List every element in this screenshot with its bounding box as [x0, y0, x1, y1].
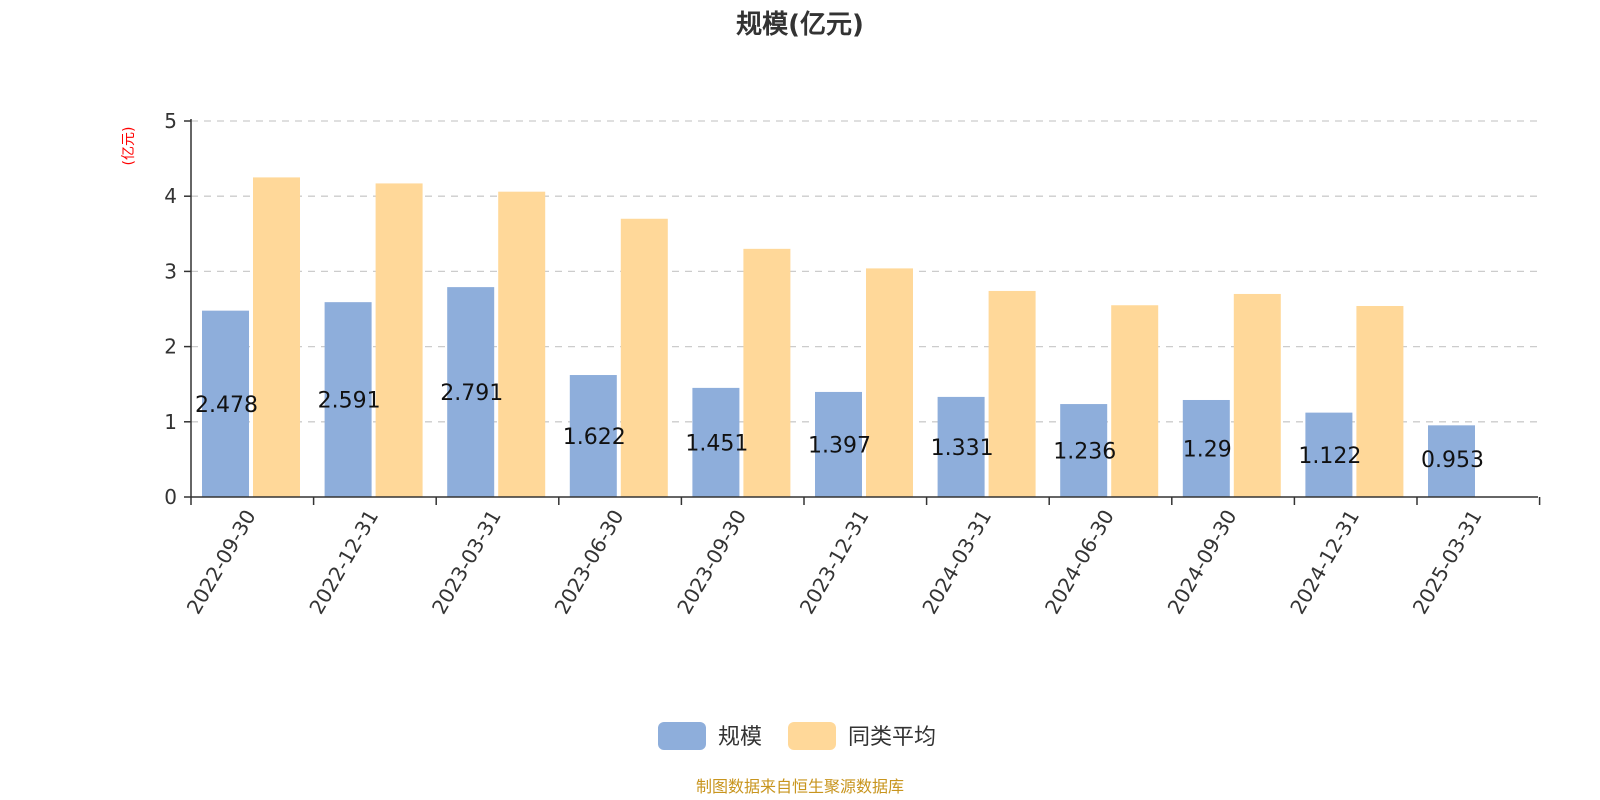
bar-scale: [1305, 412, 1353, 497]
bar-scale: [447, 287, 495, 497]
y-tick-label: 4: [164, 184, 177, 208]
data-label: 1.622: [563, 425, 626, 450]
x-tick-label: 2023-03-31: [427, 506, 506, 619]
bar-scale: [202, 310, 249, 497]
bar-scale: [1428, 425, 1475, 497]
legend-label-scale: 规模: [718, 725, 762, 750]
bar-peer-average: [375, 183, 423, 497]
data-label: 2.591: [318, 389, 381, 414]
bars-group: [202, 177, 1475, 498]
bar-scale: [1060, 404, 1108, 497]
y-axis-unit-label: (亿元): [121, 127, 137, 166]
y-ticks-group: 0 1 2 3 4 5: [164, 109, 177, 509]
y-tick-label: 3: [164, 259, 177, 283]
source-note: 制图数据来自恒生聚源数据库: [696, 777, 904, 796]
bar-peer-average: [498, 191, 546, 498]
bar-peer-average: [1111, 305, 1159, 497]
data-label: 2.478: [195, 393, 258, 418]
data-labels-group: 2.478 2.591 2.791 1.622 1.451 1.397 1.331 1.236…: [195, 381, 1484, 473]
x-ticks-group: 2022-09-30 2022-12-31 2023-03-31 2023-06-30…: [182, 506, 1487, 619]
bar-scale: [1182, 399, 1230, 497]
chart-title: 规模(亿元): [736, 10, 864, 40]
data-label: 1.331: [931, 436, 994, 461]
legend-swatch-peer-average: [788, 722, 836, 750]
bar-scale: [692, 387, 740, 497]
data-label: 1.236: [1053, 440, 1116, 465]
bar-peer-average: [743, 248, 791, 497]
bar-peer-average: [988, 290, 1036, 497]
data-label: 0.953: [1421, 448, 1484, 473]
data-label: 1.29: [1183, 437, 1232, 462]
bar-scale: [324, 302, 372, 497]
x-tick-label: 2024-12-31: [1285, 506, 1364, 619]
x-tick-label: 2024-09-30: [1163, 506, 1242, 619]
y-tick-label: 2: [164, 335, 177, 359]
y-tick-label: 5: [164, 109, 177, 133]
bar-scale: [815, 391, 862, 497]
bar-peer-average: [1356, 305, 1404, 497]
x-tick-label: 2024-03-31: [917, 506, 996, 619]
bar-peer-average: [866, 268, 913, 497]
y-tick-label: 1: [164, 410, 177, 434]
x-tick-label: 2023-12-31: [795, 506, 874, 619]
x-tick-label: 2024-06-30: [1040, 506, 1119, 619]
legend-swatch-scale: [658, 722, 706, 750]
legend-label-peer-average: 同类平均: [848, 725, 936, 750]
x-tick-label: 2022-09-30: [182, 506, 261, 619]
x-tick-label: 2023-09-30: [672, 506, 751, 619]
x-tick-label: 2022-12-31: [304, 506, 383, 619]
data-label: 2.791: [440, 381, 503, 406]
axes-group: [184, 119, 1541, 505]
x-tick-label: 2025-03-31: [1408, 506, 1487, 619]
x-tick-label: 2023-06-30: [550, 506, 629, 619]
bar-peer-average: [1233, 293, 1281, 497]
y-tick-label: 0: [164, 485, 177, 509]
bar-scale: [937, 396, 985, 497]
data-label: 1.397: [808, 433, 871, 458]
bar-scale: [569, 375, 617, 497]
bar-peer-average: [253, 177, 300, 497]
data-label: 1.122: [1298, 444, 1361, 469]
data-label: 1.451: [685, 431, 748, 456]
bar-peer-average: [620, 218, 668, 497]
legend: 规模 同类平均: [658, 722, 936, 750]
